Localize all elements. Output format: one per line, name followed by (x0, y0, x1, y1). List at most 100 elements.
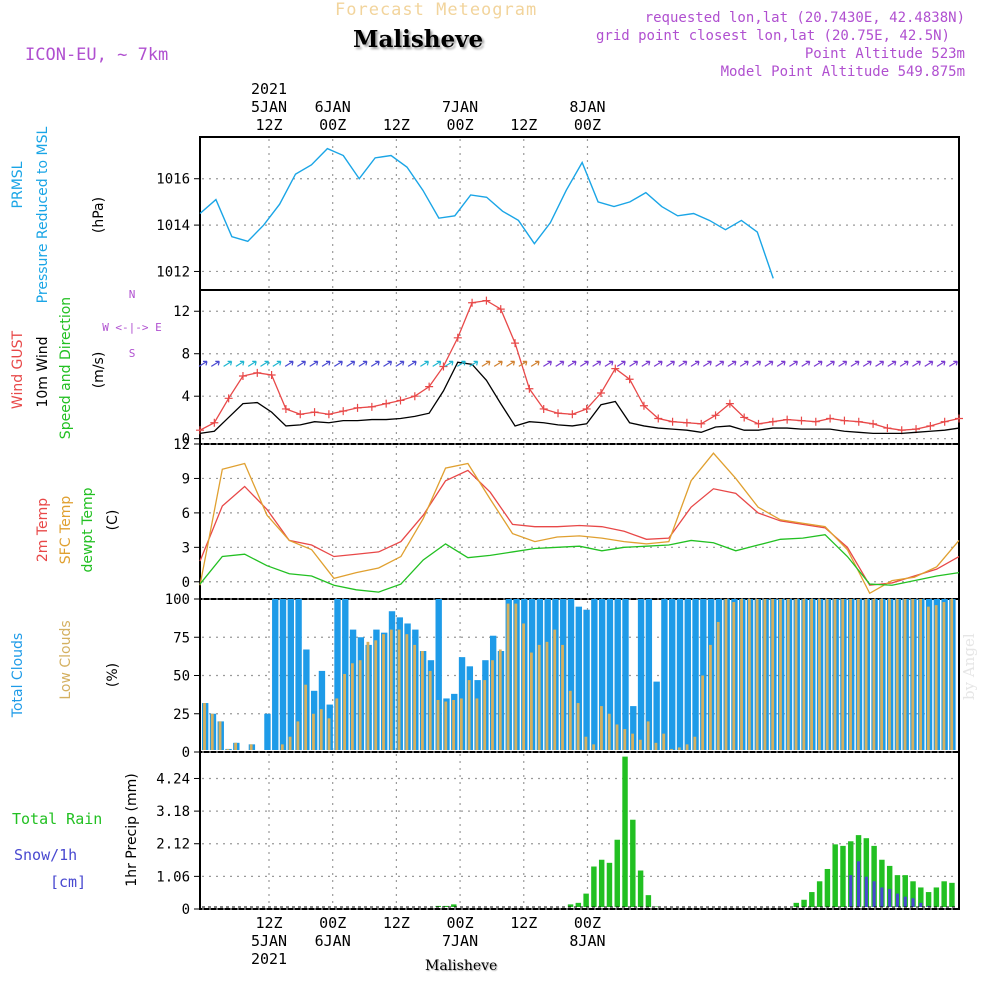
low-cloud-bar (553, 629, 557, 750)
total-cloud-bar (622, 599, 629, 750)
wind-direction-arrow (813, 360, 823, 367)
low-cloud-bar (428, 670, 432, 750)
low-cloud-bar (249, 744, 253, 750)
gust-marker (783, 415, 792, 424)
snow-bar (895, 893, 900, 907)
wind-direction-arrow (948, 360, 958, 367)
rain-bar (598, 859, 605, 907)
pressure-ytick-label: 1014 (156, 218, 190, 234)
bottom-time-label: 2021 (251, 950, 287, 968)
low-cloud-bar (405, 634, 409, 750)
top-time-label: 2021 (251, 80, 287, 98)
low-cloud-bar (693, 736, 697, 750)
gust-marker (425, 382, 434, 391)
wind-direction-arrow (752, 360, 762, 367)
total-cloud-bar (272, 599, 279, 750)
wind-direction-arrow (530, 360, 540, 367)
gust-marker (353, 403, 362, 412)
low-cloud-bar (662, 733, 666, 750)
gust-marker (439, 362, 448, 371)
low-cloud-bar (888, 599, 891, 750)
low-cloud-bar (600, 706, 603, 750)
wind-direction-arrow (395, 360, 405, 367)
wind-direction-arrow (739, 360, 749, 367)
wind-direction-arrow (272, 360, 282, 367)
low-cloud-bar (646, 721, 650, 750)
wind-direction-arrow (579, 360, 589, 367)
wind-direction-arrow (912, 360, 921, 367)
rain-bar (637, 870, 644, 907)
gust-marker (496, 305, 505, 314)
compass-west-east: W <-|-> E (102, 321, 162, 334)
low-cloud-bar (786, 599, 790, 750)
gust-marker (797, 416, 806, 425)
wind-direction-arrow (764, 360, 774, 367)
clouds-ytick-label: 100 (165, 592, 190, 608)
low-cloud-bar (280, 744, 284, 750)
temp2m-line (199, 469, 960, 586)
snow-bar (911, 898, 915, 907)
wind-ytick-label: 12 (173, 304, 190, 320)
total-cloud-bar (598, 599, 606, 750)
gust-marker (339, 407, 348, 416)
wind-direction-arrow (223, 360, 233, 367)
temperature-ytick-label: 9 (182, 471, 190, 487)
snow-bar (864, 876, 868, 907)
gust-marker (682, 418, 691, 427)
wind-direction-arrow (235, 360, 245, 367)
gust-marker (554, 409, 563, 418)
low-cloud-bar (203, 703, 206, 750)
total-cloud-bar (684, 599, 691, 750)
temp-ylabel-dewpt: dewpt Temp (80, 487, 96, 572)
low-cloud-bar (631, 733, 634, 750)
wind-direction-arrow (370, 360, 380, 367)
wind-direction-arrow (678, 360, 688, 367)
low-cloud-bar (779, 599, 782, 750)
total-cloud-bar (575, 606, 582, 750)
low-cloud-bar (374, 640, 378, 750)
rain-bar (630, 819, 636, 907)
gust-marker (697, 419, 706, 428)
snow-bar (880, 887, 884, 907)
rain-bar (933, 887, 940, 907)
low-cloud-bar (436, 699, 440, 750)
wind-direction-arrow (702, 360, 712, 367)
total-cloud-bar (630, 706, 637, 750)
wind-direction-arrow (715, 360, 725, 367)
low-cloud-bar (716, 621, 720, 750)
temp-ylabel-sfc: SFC Temp (58, 496, 74, 565)
precipitation-ytick-label: 0 (182, 902, 190, 918)
low-cloud-bar (234, 742, 238, 750)
gust-marker (324, 410, 333, 419)
gust-marker (654, 414, 663, 423)
wind-direction-arrow (924, 360, 934, 367)
low-cloud-bar (210, 713, 214, 750)
low-cloud-bar (911, 599, 915, 750)
wind-direction-arrow (518, 360, 528, 367)
wind-direction-arrow (420, 360, 429, 367)
top-time-label: 12Z (255, 116, 282, 134)
wind-direction-arrow (198, 360, 208, 367)
snow-bar (888, 888, 892, 907)
rain-bar (941, 881, 947, 907)
gust-marker (525, 384, 534, 393)
rain-bar (902, 875, 908, 907)
wind-direction-arrow (604, 360, 614, 367)
rain-bar (894, 875, 901, 907)
bottom-time-label: 6JAN (315, 932, 351, 950)
gust-marker (468, 298, 477, 307)
bottom-time-label: 7JAN (442, 932, 478, 950)
gust-marker (811, 417, 820, 426)
total-cloud-bar (435, 599, 442, 750)
low-cloud-bar (312, 713, 315, 750)
wind-direction-arrow (875, 360, 885, 367)
snow-bar (903, 896, 907, 907)
low-cloud-bar (421, 651, 424, 750)
pressure-ylabel-2: Pressure Reduced to MSL (35, 126, 51, 303)
low-cloud-bar (467, 680, 471, 750)
low-cloud-bar (366, 641, 370, 750)
total-cloud-bar (669, 599, 676, 750)
low-cloud-bar (296, 721, 300, 750)
bottom-time-label: 00Z (447, 914, 474, 932)
low-cloud-bar (934, 605, 938, 750)
